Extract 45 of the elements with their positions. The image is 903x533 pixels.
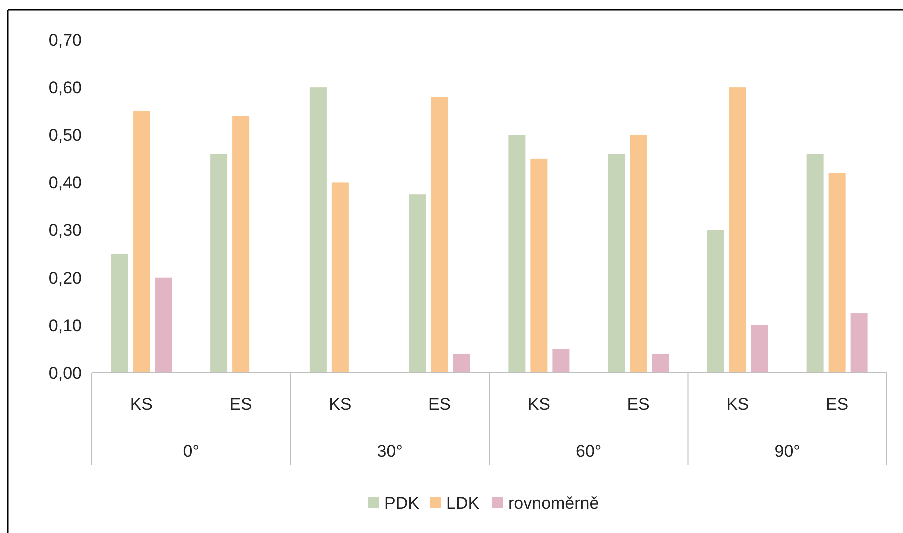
y-tick-label: 0,10 bbox=[48, 316, 82, 336]
bar bbox=[828, 173, 846, 373]
bar bbox=[751, 325, 768, 373]
y-tick-label: 0,20 bbox=[48, 268, 82, 288]
x-tick-label: ES bbox=[627, 395, 650, 414]
legend-label: LDK bbox=[446, 494, 480, 513]
bar bbox=[530, 158, 548, 373]
x-tick-label: KS bbox=[329, 395, 352, 414]
legend-label: rovnoměrně bbox=[508, 494, 600, 513]
legend-label: PDK bbox=[384, 494, 420, 513]
bar bbox=[508, 135, 526, 373]
y-tick-label: 0,50 bbox=[48, 126, 82, 146]
y-tick-label: 0,30 bbox=[48, 221, 82, 240]
bar bbox=[552, 349, 570, 373]
bar bbox=[332, 182, 349, 373]
x-tick-label: ES bbox=[826, 395, 849, 414]
bar bbox=[155, 278, 172, 373]
text: 90° bbox=[774, 442, 800, 461]
text: 60° bbox=[576, 442, 602, 461]
bar bbox=[729, 88, 746, 373]
x-tick-label: ES bbox=[428, 395, 452, 414]
x-tick-label: ES bbox=[230, 395, 252, 414]
bar bbox=[652, 354, 670, 373]
bar bbox=[630, 135, 648, 373]
y-tick-label: 0,60 bbox=[48, 78, 82, 98]
x-tick-label: KS bbox=[726, 395, 750, 414]
bar bbox=[707, 230, 724, 373]
x-tick-label: KS bbox=[130, 395, 154, 414]
bar bbox=[133, 111, 150, 373]
bar bbox=[310, 88, 327, 373]
y-tick-label: 0,40 bbox=[48, 174, 82, 193]
bar bbox=[232, 116, 250, 373]
bar bbox=[453, 354, 470, 373]
y-tick-label: 0,00 bbox=[48, 364, 82, 383]
bar bbox=[850, 314, 868, 373]
bar bbox=[111, 254, 128, 373]
bar bbox=[806, 154, 824, 373]
text: 30° bbox=[377, 442, 403, 461]
text: 0° bbox=[183, 442, 200, 461]
bar bbox=[608, 154, 626, 373]
bar bbox=[409, 194, 426, 373]
bar bbox=[210, 154, 228, 373]
y-tick-label: 0,70 bbox=[48, 30, 82, 50]
bar bbox=[431, 97, 448, 373]
x-tick-label: KS bbox=[528, 395, 551, 414]
